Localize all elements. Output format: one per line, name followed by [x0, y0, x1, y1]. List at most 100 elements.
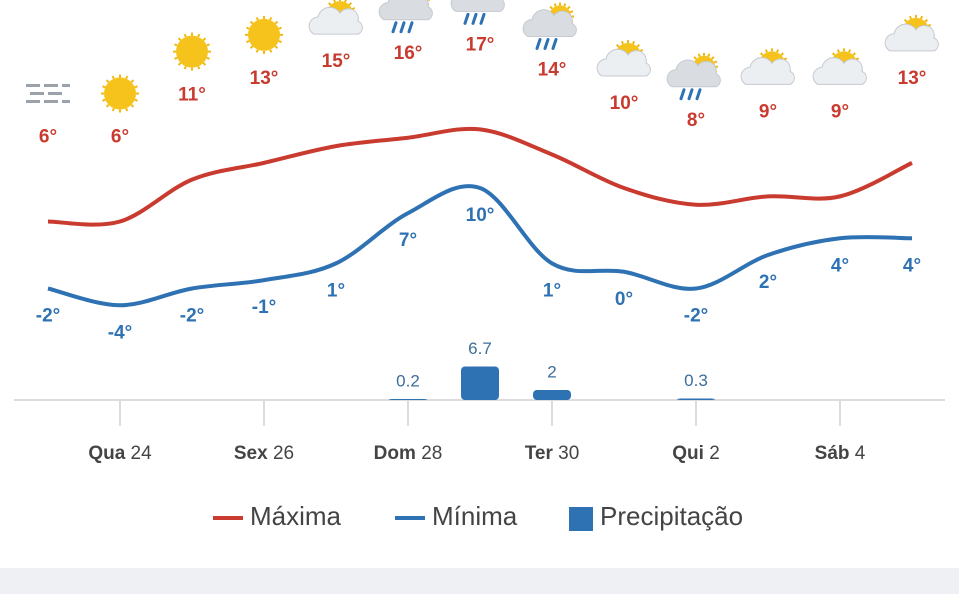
value-label: 1° [543, 280, 561, 301]
cloud [666, 59, 721, 88]
sun-ray [852, 52, 857, 56]
sun-ray [836, 49, 840, 53]
sun-ray [246, 26, 250, 30]
value-label: 17° [466, 34, 495, 55]
cloud [740, 57, 795, 85]
legend: Máxima Mínima Precipitação [213, 501, 743, 531]
legend-label: Precipitação [600, 501, 743, 531]
weather-icon [378, 0, 433, 34]
value-label: -2° [36, 306, 61, 327]
weather-icon [450, 0, 505, 25]
sun-ray [183, 33, 187, 38]
legend-label: Mínima [432, 501, 518, 531]
sun [104, 77, 136, 110]
sun-ray [269, 16, 273, 21]
sun-ray [351, 7, 356, 11]
precipitation-bar [677, 398, 715, 400]
cloud [450, 0, 505, 12]
precipitation-label: 0.2 [396, 371, 420, 390]
value-label: -4° [108, 322, 133, 343]
sun-ray [197, 66, 201, 70]
sun-ray [759, 52, 764, 56]
sun-ray [202, 62, 207, 66]
weather-icon [666, 52, 721, 101]
temperature-line [47, 126, 913, 227]
rain-drop [463, 12, 470, 25]
rain-drop [391, 21, 398, 34]
sun-ray [707, 53, 711, 57]
sun-ray [333, 0, 336, 3]
sun [248, 18, 280, 51]
sun-ray [105, 79, 110, 83]
sun-ray [855, 57, 860, 61]
sun-ray [549, 5, 553, 10]
sun-ray [111, 107, 115, 112]
sun-ray [111, 75, 115, 80]
sun-ray [197, 33, 201, 38]
weather-icon [308, 0, 363, 35]
cloud [812, 57, 867, 85]
sun-ray [278, 40, 282, 44]
value-label: 15° [322, 51, 351, 72]
sun-ray [202, 37, 207, 42]
weather-icon [740, 48, 795, 85]
x-tick-label: Qua 24 [88, 443, 152, 464]
weather-icon [812, 48, 867, 85]
sun-ray [246, 40, 250, 44]
rain-drop [551, 38, 558, 50]
sun-ray [105, 104, 110, 108]
day: 26 [273, 443, 294, 464]
x-tick-label: Qui 2 [672, 443, 720, 464]
value-label: -1° [252, 297, 277, 318]
day: 30 [558, 443, 579, 464]
rain-drop [407, 21, 414, 34]
day: 28 [421, 443, 442, 464]
value-label: 10° [610, 93, 639, 114]
x-tick-label: Ter 30 [525, 443, 580, 464]
rain-drop [399, 21, 406, 34]
value-label: -2° [180, 306, 205, 327]
sun-ray [102, 85, 106, 89]
weekday: Qua [88, 443, 125, 464]
day: 24 [131, 443, 153, 464]
weekday: Ter [525, 443, 554, 464]
legend-label: Máxima [250, 501, 342, 531]
rain-drop [687, 88, 694, 101]
day: 4 [855, 443, 866, 464]
precipitation-bar [461, 366, 499, 400]
sun-ray [269, 49, 273, 53]
sun-ray [274, 20, 279, 25]
sun-ray [567, 5, 571, 10]
sun-ray [553, 3, 557, 7]
day: 2 [709, 443, 720, 464]
sun-ray [563, 3, 567, 7]
sun-ray [783, 57, 788, 61]
cloud [596, 48, 651, 77]
sun-ray [831, 52, 836, 56]
sun-ray [639, 48, 644, 52]
sun-ray [206, 56, 210, 60]
rain-drop [479, 12, 486, 25]
sun-ray [130, 104, 135, 108]
precipitation-bar [389, 399, 427, 400]
sun-ray [134, 98, 138, 102]
weather-icon [884, 14, 939, 52]
value-label: 10° [466, 205, 495, 226]
legend-swatch [569, 507, 593, 531]
sun-ray [183, 66, 187, 70]
sun-ray [697, 53, 701, 57]
precipitation-label: 2 [547, 362, 556, 381]
sun-ray [174, 43, 178, 47]
value-label: 1° [327, 280, 345, 301]
weekday: Sex [234, 443, 268, 464]
temperature-line [47, 184, 913, 308]
sun-ray [848, 49, 852, 53]
sun-ray [927, 23, 932, 27]
weekday: Sáb [815, 443, 850, 464]
sun-ray [693, 56, 697, 60]
precipitation-bar [533, 390, 571, 400]
weather-icon [101, 74, 139, 113]
weather-icon [596, 40, 651, 77]
cloud [522, 9, 577, 37]
value-label: 14° [538, 60, 567, 81]
